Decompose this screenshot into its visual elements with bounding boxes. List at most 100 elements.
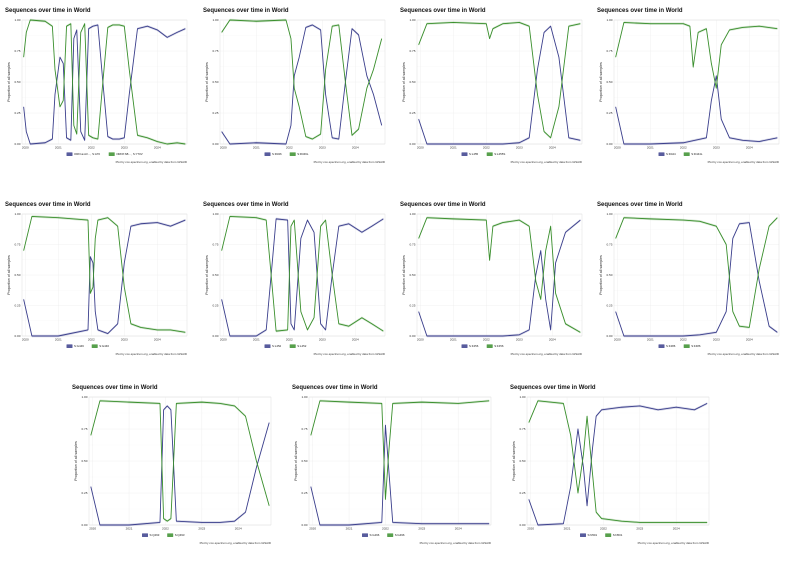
y-tick-label: 1.00	[409, 18, 415, 22]
series-line	[23, 215, 186, 333]
series-line	[615, 217, 778, 328]
credit-text: Plot by cov-spectrum.org, enabled by dat…	[511, 352, 582, 356]
y-tick-label: 0.75	[212, 49, 218, 53]
y-tick-label: 0.00	[519, 523, 525, 527]
series-confidence-band	[90, 404, 270, 527]
series-confidence-band	[615, 221, 778, 338]
legend-label: ORF1a:A3…, S:A70	[74, 152, 100, 156]
x-tick-label: 2020	[89, 527, 96, 531]
legend-swatch	[683, 344, 690, 348]
plot-border	[219, 19, 386, 145]
y-tick-label: 0.00	[606, 334, 612, 338]
y-axis-label: Proportion of all samples	[205, 62, 209, 102]
legend-label: S:L452	[297, 344, 307, 348]
series-line	[528, 402, 708, 526]
credit-text: Plot by cov-spectrum.org, enabled by dat…	[200, 541, 271, 545]
chart-title: Sequences over time in World	[400, 8, 486, 14]
y-tick-label: 0.25	[81, 491, 87, 495]
chart-svg: Sequences over time in World Proportion o…	[400, 202, 583, 356]
series-confidence-band	[310, 399, 490, 501]
y-tick-label: 0.75	[519, 427, 525, 431]
chart-svg: Sequences over time in World Proportion o…	[292, 385, 492, 545]
chart-panel: Sequences over time in World Proportion o…	[5, 6, 193, 168]
y-tick-label: 0.00	[409, 142, 415, 146]
x-tick-label: 2022	[680, 338, 687, 342]
y-tick-label: 0.50	[606, 273, 612, 277]
x-tick-label: 2024	[352, 338, 359, 342]
x-tick-label: 2022	[600, 527, 607, 531]
x-tick-label: 2024	[673, 527, 680, 531]
series-confidence-band	[310, 423, 490, 527]
y-axis-label: Proportion of all samples	[599, 62, 603, 102]
y-axis-label: Proportion of all samples	[402, 255, 406, 295]
y-tick-label: 0.25	[212, 111, 218, 115]
y-tick-label: 0.25	[606, 111, 612, 115]
y-tick-label: 0.00	[301, 523, 307, 527]
y-tick-label: 1.00	[212, 18, 218, 22]
legend-swatch	[264, 344, 271, 348]
y-tick-label: 0.50	[409, 273, 415, 277]
x-tick-label: 2021	[647, 146, 654, 150]
series-confidence-band	[221, 217, 384, 338]
x-tick-label: 2020	[309, 527, 316, 531]
legend-swatch	[486, 152, 493, 156]
y-tick-label: 0.75	[212, 243, 218, 247]
y-tick-label: 0.00	[212, 334, 218, 338]
series-confidence-band	[418, 25, 581, 146]
legend-swatch	[605, 533, 612, 537]
legend-swatch	[108, 152, 115, 156]
credit-text: Plot by cov-spectrum.org, enabled by dat…	[116, 352, 187, 356]
legend-label: S:N501	[588, 533, 598, 537]
plot-border	[526, 396, 710, 526]
legend-label: S:G446	[74, 344, 84, 348]
y-tick-label: 0.25	[409, 304, 415, 308]
y-tick-label: 1.00	[409, 212, 415, 216]
legend-label: S:G496	[395, 533, 405, 537]
credit-text: Plot by cov-spectrum.org, enabled by dat…	[708, 352, 779, 356]
x-tick-label: 2021	[55, 338, 62, 342]
y-tick-label: 0.00	[606, 142, 612, 146]
x-tick-label: 2022	[483, 338, 490, 342]
x-tick-label: 2024	[746, 338, 753, 342]
x-tick-label: 2021	[647, 338, 654, 342]
legend-swatch	[66, 344, 73, 348]
chart-title: Sequences over time in World	[400, 202, 486, 208]
x-tick-label: 2021	[55, 146, 62, 150]
credit-text: Plot by cov-spectrum.org, enabled by dat…	[638, 541, 709, 545]
legend-label: S:R346L	[297, 152, 309, 156]
series-confidence-band	[615, 74, 778, 146]
legend-label: S:Q493	[150, 533, 160, 537]
y-tick-label: 1.00	[606, 18, 612, 22]
y-axis-label: Proportion of all samples	[7, 255, 11, 295]
credit-text: Plot by cov-spectrum.org, enabled by dat…	[314, 160, 385, 164]
y-tick-label: 1.00	[81, 395, 87, 399]
legend-swatch	[362, 533, 368, 537]
legend-swatch	[658, 344, 665, 348]
series-line	[418, 25, 581, 145]
y-tick-label: 0.50	[409, 80, 415, 84]
x-tick-label: 2024	[549, 338, 556, 342]
y-tick-label: 0.75	[14, 243, 20, 247]
y-tick-label: 0.25	[519, 491, 525, 495]
legend-label: ORF8:N8…, S:Y70V	[116, 152, 143, 156]
y-tick-label: 1.00	[14, 212, 20, 216]
y-tick-label: 1.00	[301, 395, 307, 399]
series-line	[615, 222, 778, 337]
y-tick-label: 0.25	[14, 304, 20, 308]
legend-swatch	[142, 533, 148, 537]
x-tick-label: 2023	[198, 527, 205, 531]
series-confidence-band	[615, 216, 778, 329]
legend-swatch	[683, 152, 690, 156]
x-tick-label: 2020	[220, 146, 227, 150]
x-tick-label: 2021	[126, 527, 133, 531]
chart-title: Sequences over time in World	[597, 202, 683, 208]
x-tick-label: 2023	[713, 338, 720, 342]
series-line	[310, 400, 490, 500]
series-line	[221, 218, 384, 337]
chart-svg: Sequences over time in World Proportion o…	[597, 8, 780, 164]
x-tick-label: 2024	[235, 527, 242, 531]
series-line	[221, 19, 383, 140]
series-line	[221, 215, 384, 332]
y-tick-label: 0.25	[212, 304, 218, 308]
series-line	[90, 400, 270, 522]
